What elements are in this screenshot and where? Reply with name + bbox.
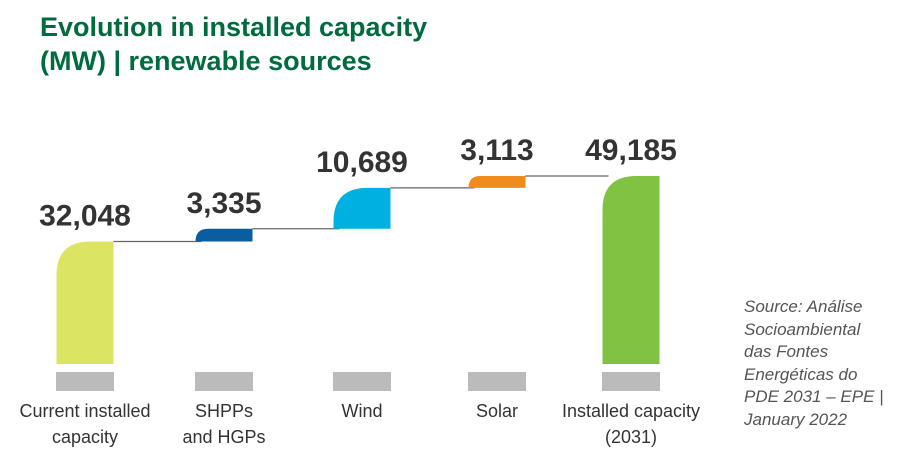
source-line-6: January 2022 (744, 409, 848, 429)
bar-2 (333, 187, 391, 229)
category-label-3-0: Solar (476, 401, 518, 421)
source-line-1: Source: Análise (744, 297, 863, 316)
category-marker-0 (56, 372, 114, 391)
category-marker-3 (468, 372, 526, 391)
value-labels: 32,048 3,335 10,689 3,113 49,185 (39, 134, 677, 233)
value-label-0: 32,048 (39, 200, 131, 233)
bars (56, 176, 660, 364)
source-note: Source: Análise Socioambiental das Fonte… (744, 296, 908, 431)
bar-0 (56, 241, 114, 364)
chart-title-line-1: Evolution in installed capacity (40, 12, 428, 42)
source-line-2: Socioambiental (744, 319, 861, 339)
category-label-0-0: Current installed (19, 401, 150, 421)
source-line-4: Energéticas do (744, 364, 858, 384)
source-line-3: das Fontes (744, 342, 829, 361)
category-label-0-1: capacity (52, 427, 118, 447)
bar-1 (195, 228, 253, 242)
category-label-4-1: (2031) (605, 427, 657, 447)
bar-3 (468, 176, 526, 188)
chart-title-line-2: (MW) | renewable sources (40, 46, 372, 76)
bar-4 (602, 176, 660, 364)
connector-lines (113, 175, 609, 243)
category-label-1-1: and HGPs (182, 427, 265, 447)
category-marker-4 (602, 372, 660, 391)
value-label-1: 3,335 (186, 187, 261, 220)
category-marker-1 (195, 372, 253, 391)
category-label-2-0: Wind (341, 401, 382, 421)
category-label-4-0: Installed capacity (562, 401, 700, 421)
value-label-3: 3,113 (460, 134, 533, 167)
chart-title: Evolution in installed capacity (MW) | r… (40, 10, 427, 78)
category-labels: Current installed capacity SHPPs and HGPs Wi… (19, 401, 700, 447)
category-marker-2 (333, 372, 391, 391)
value-label-2: 10,689 (316, 146, 408, 179)
source-line-5: PDE 2031 – EPE | (744, 387, 884, 406)
category-markers (56, 372, 660, 391)
category-label-1-0: SHPPs (195, 401, 253, 421)
value-label-4: 49,185 (585, 134, 677, 167)
